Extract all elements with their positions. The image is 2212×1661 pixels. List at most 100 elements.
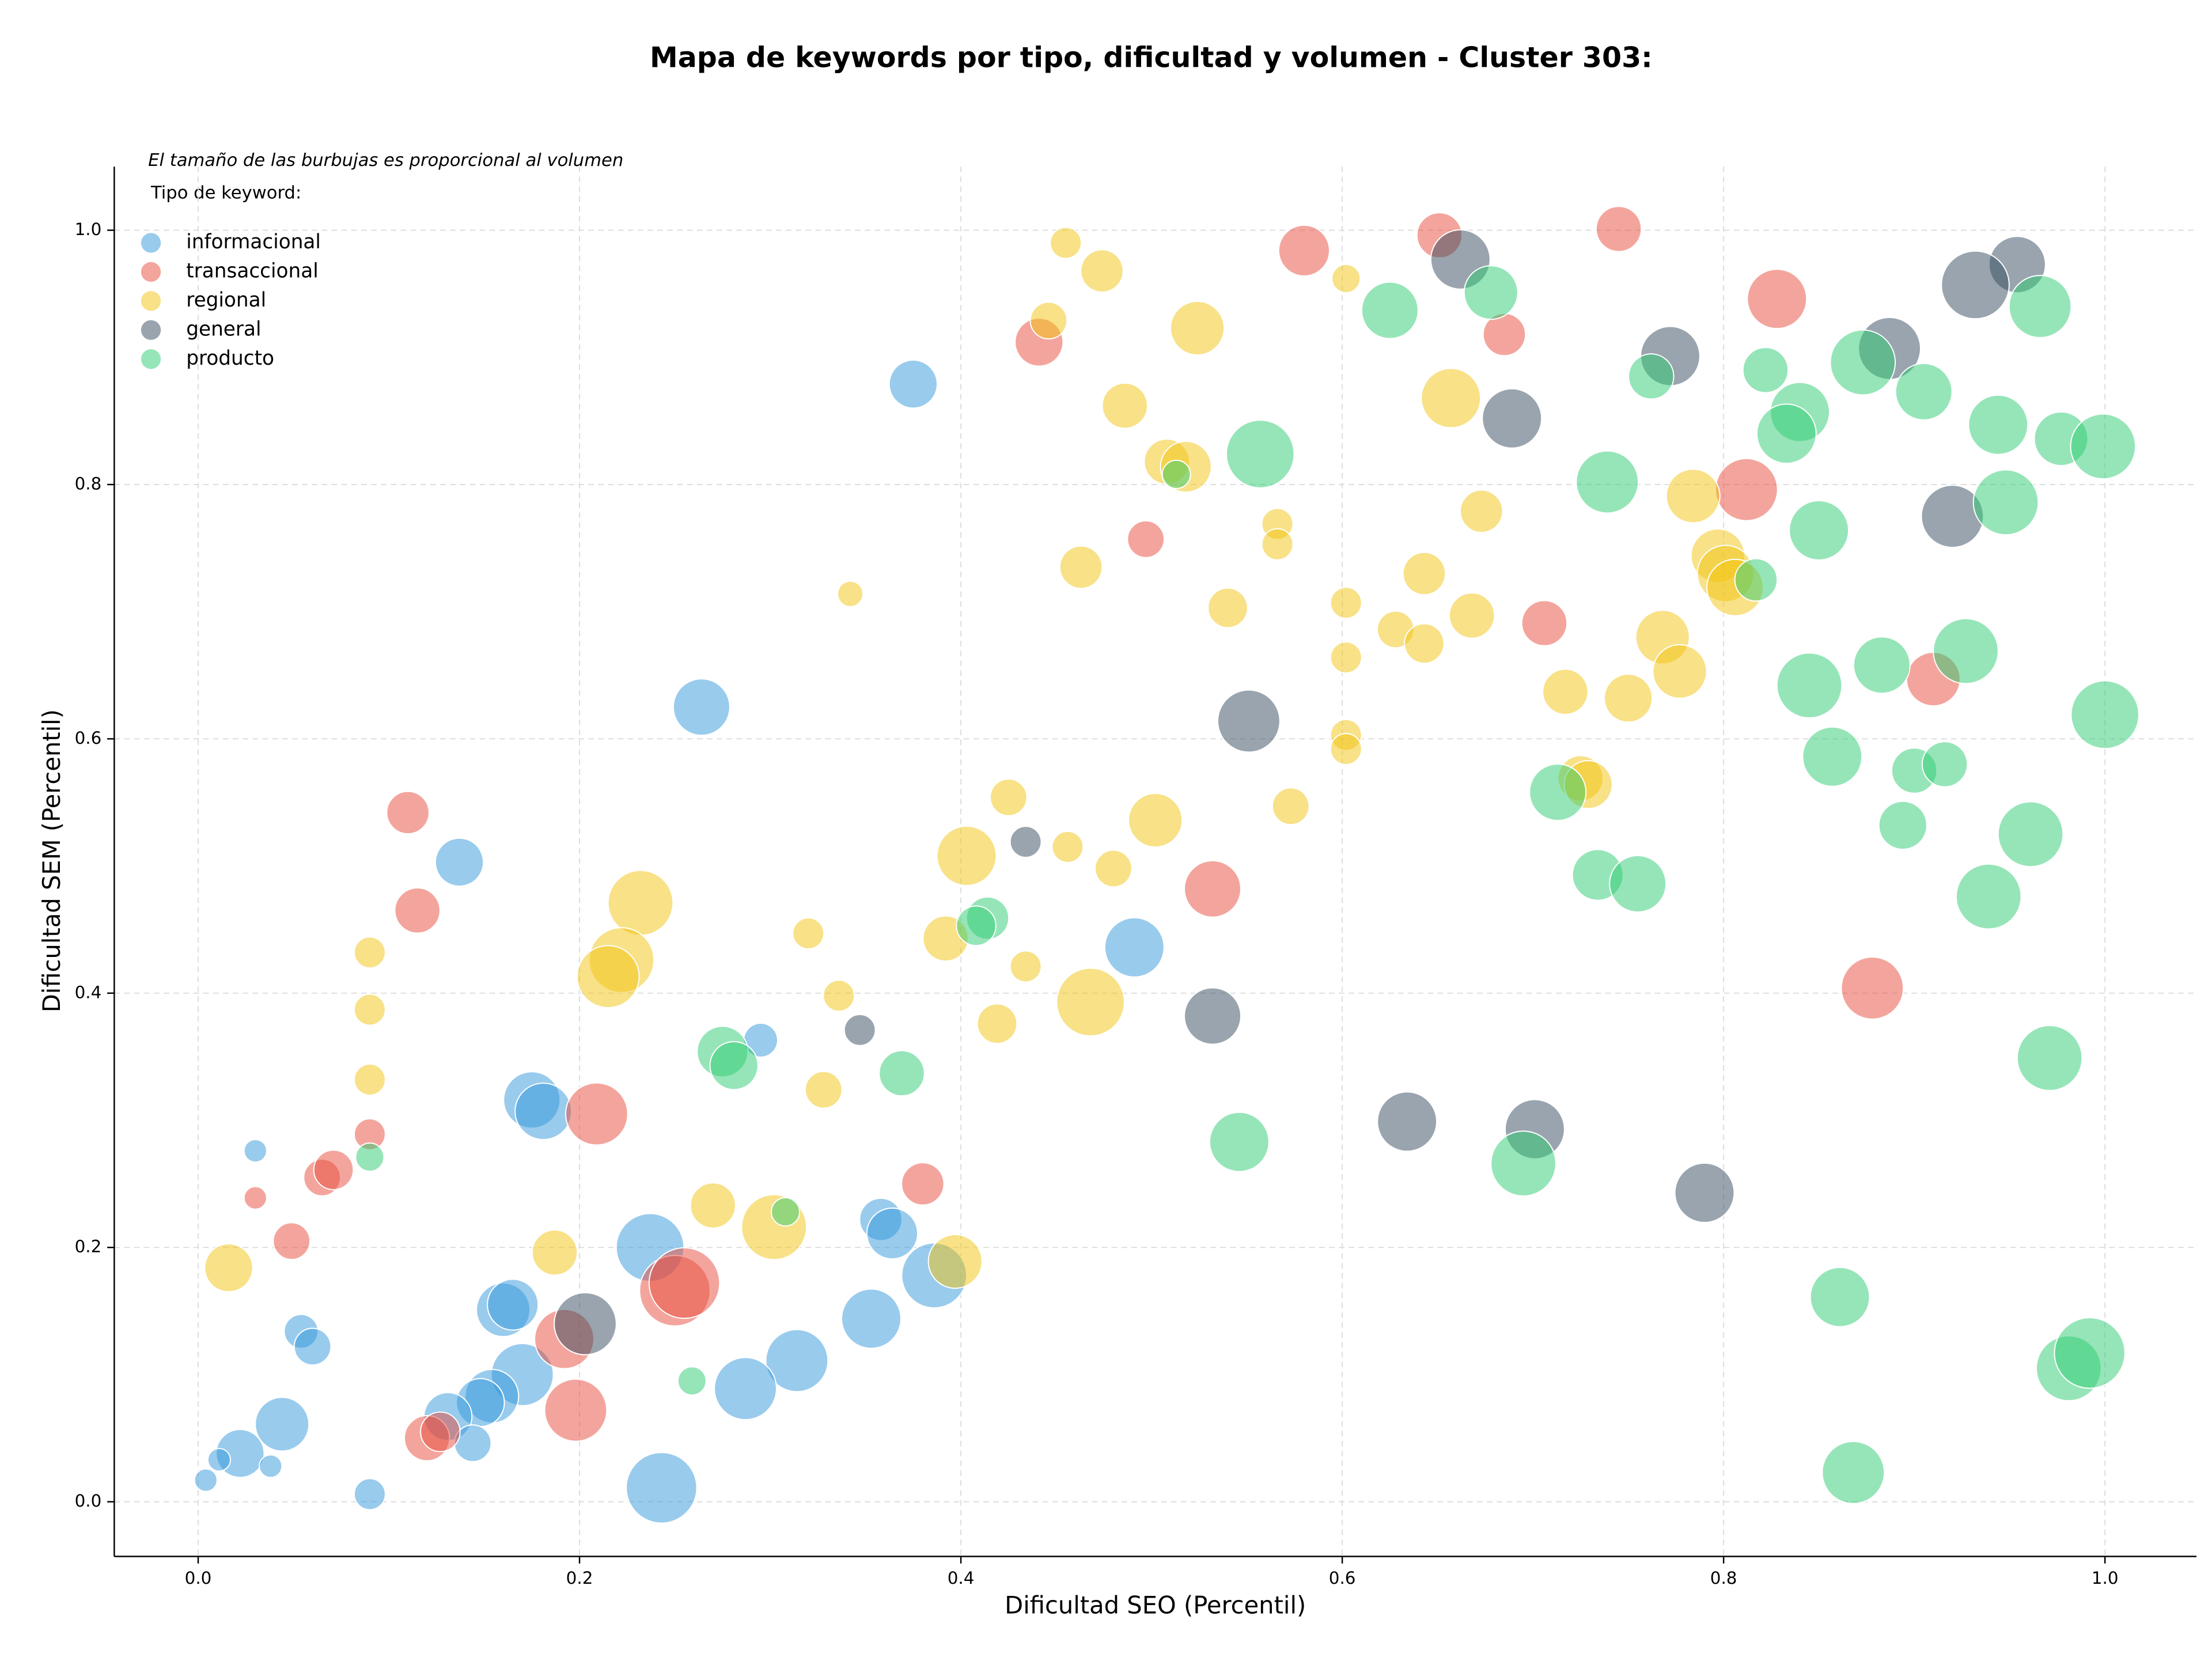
bubble: [1184, 860, 1241, 918]
bubble: [1853, 636, 1911, 694]
bubble: [936, 826, 997, 886]
bubble: [1101, 383, 1148, 429]
bubble: [1449, 592, 1495, 639]
bubble: [866, 1207, 918, 1259]
bubble: [243, 1138, 267, 1163]
bubble: [1226, 419, 1295, 489]
bubble: [259, 1454, 283, 1478]
bubble: [1776, 652, 1843, 719]
bubble: [1184, 987, 1241, 1045]
bubble: [1972, 469, 2039, 536]
bubble: [1968, 394, 2029, 455]
bubble: [272, 1222, 311, 1260]
bubble: [1330, 733, 1362, 765]
bubble: [1652, 644, 1707, 699]
bubble: [313, 1149, 354, 1190]
bubble: [1402, 551, 1446, 596]
bubble: [1404, 623, 1445, 664]
bubble: [1575, 450, 1639, 514]
bubble: [1941, 250, 2010, 320]
bubble: [1878, 800, 1927, 850]
bubble: [901, 1162, 945, 1206]
legend-label: regional: [186, 289, 266, 312]
bubble: [1542, 668, 1589, 715]
x-tick-label: 0.2: [566, 1568, 593, 1588]
bubble: [420, 1411, 461, 1452]
bubble: [2016, 1025, 2083, 1091]
bubble: [1715, 457, 1778, 521]
chart-title: Mapa de keywords por tipo, dificultad y …: [650, 41, 1653, 74]
bubble: [354, 936, 386, 969]
bubble: [677, 1366, 707, 1396]
bubble: [1331, 264, 1361, 293]
legend-marker: [141, 233, 161, 253]
bubble: [1128, 793, 1183, 848]
bubble: [1009, 826, 1042, 858]
bubble: [1421, 368, 1482, 429]
bubble: [1482, 388, 1543, 449]
bubble: [1330, 641, 1362, 674]
bubble: [1080, 249, 1124, 293]
legend-marker: [141, 349, 161, 369]
y-tick-label: 1.0: [75, 220, 102, 239]
legend-marker: [141, 262, 161, 282]
bubble: [354, 1063, 386, 1096]
bubble: [354, 993, 386, 1026]
bubble: [255, 1397, 310, 1452]
bubble: [1830, 329, 1896, 396]
bubble: [956, 905, 997, 947]
bubble: [1361, 281, 1419, 339]
bubble: [1050, 226, 1082, 259]
bubble: [990, 778, 1028, 816]
bubble: [2070, 680, 2139, 750]
bubble: [648, 1247, 721, 1319]
bubble: [804, 1070, 843, 1109]
bubble: [2054, 1317, 2126, 1389]
bubble: [1127, 520, 1165, 558]
bubble: [927, 1234, 983, 1289]
bubble: [837, 580, 864, 607]
bubble: [2008, 275, 2072, 338]
bubble: [1674, 1162, 1735, 1223]
legend-marker: [141, 320, 161, 340]
bubble: [565, 1082, 628, 1146]
bubble: [690, 1182, 736, 1229]
bubble: [1261, 528, 1294, 561]
bubble: [1170, 301, 1225, 356]
bubble: [765, 1329, 829, 1393]
bubble: [1628, 353, 1675, 400]
x-tick-label: 0.8: [1710, 1568, 1737, 1588]
bubble: [544, 1378, 608, 1442]
bubble: [514, 1083, 573, 1141]
bubble: [1529, 763, 1587, 822]
bubble: [1217, 689, 1281, 753]
bubble: [1051, 831, 1084, 863]
y-tick-label: 0.8: [75, 474, 102, 494]
y-tick-label: 0.4: [75, 982, 102, 1002]
bubble: [1271, 787, 1310, 826]
x-axis-label: Dificultad SEO (Percentil): [1005, 1591, 1306, 1620]
bubble: [531, 1229, 578, 1276]
bubble: [204, 1243, 253, 1293]
y-tick-label: 0.0: [75, 1491, 102, 1511]
bubble: [576, 945, 640, 1008]
bubble: [1734, 558, 1778, 602]
bubble: [1009, 950, 1042, 983]
bubble: [394, 887, 441, 934]
bubble: [1056, 967, 1125, 1037]
bubble: [841, 1288, 902, 1349]
bubble: [1377, 1091, 1438, 1152]
bubble: [792, 917, 825, 949]
bubble: [243, 1186, 267, 1210]
bubble: [1895, 362, 1953, 421]
bubble: [626, 1452, 698, 1524]
bubble: [487, 1278, 539, 1331]
bubble: [1029, 301, 1068, 340]
bubble: [843, 1013, 876, 1046]
bubble: [709, 1041, 759, 1091]
bubble: [607, 869, 674, 936]
bubble: [771, 1197, 801, 1227]
bubble: [355, 1142, 385, 1172]
bubble: [1789, 500, 1850, 561]
